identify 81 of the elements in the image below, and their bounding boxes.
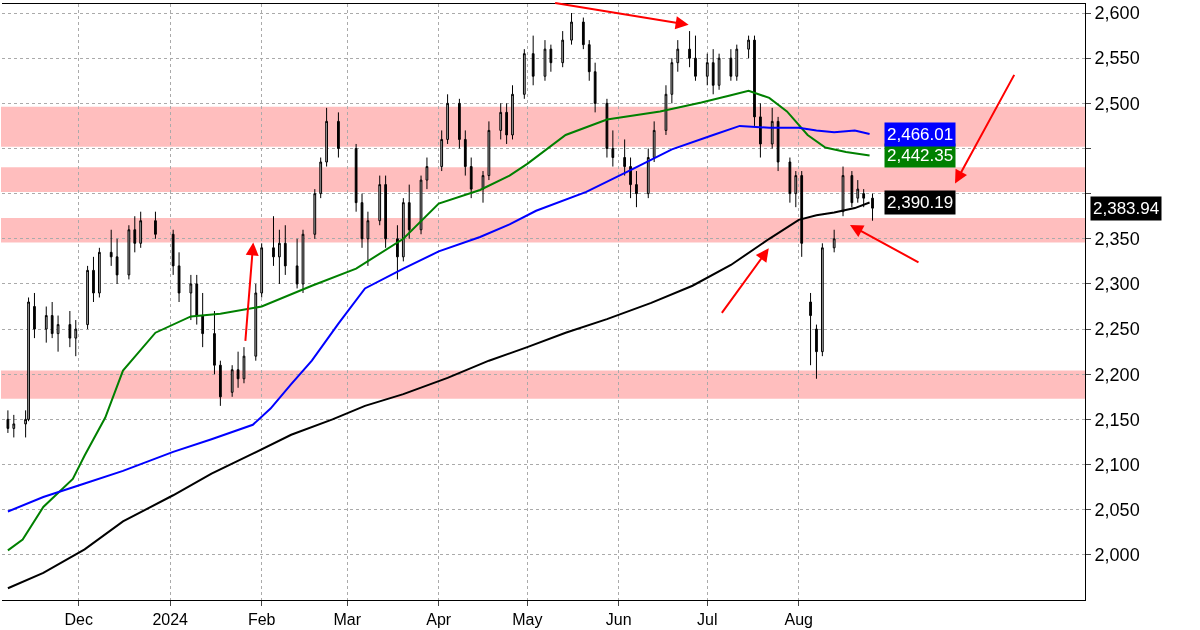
candlestick — [759, 102, 762, 159]
candlestick — [505, 102, 508, 145]
candlestick — [337, 111, 340, 159]
y-tick-label: 2,600 — [1094, 3, 1140, 24]
x-tick-label: Jul — [697, 611, 718, 629]
candlestick — [711, 48, 715, 95]
candlestick — [384, 175, 387, 249]
candlestick — [549, 44, 553, 73]
candlestick — [401, 197, 405, 262]
candlestick — [605, 98, 609, 159]
data-label: 2,442.35 — [887, 146, 954, 165]
x-tick-label: Feb — [247, 611, 276, 629]
candlestick — [195, 274, 199, 326]
x-tick-label: Dec — [64, 611, 93, 629]
candlestick — [295, 238, 299, 289]
candlestick — [98, 247, 101, 298]
candlestick — [809, 292, 812, 366]
candlestick — [33, 292, 36, 339]
candlestick — [301, 229, 305, 294]
candlestick — [629, 157, 632, 199]
x-tick-label: May — [512, 611, 543, 629]
candlestick — [213, 310, 216, 375]
data-label: 2,390.19 — [887, 193, 954, 212]
x-tick-label: 2024 — [152, 611, 189, 629]
candlestick — [272, 215, 275, 267]
candlestick — [753, 35, 756, 127]
y-tick-label: 2,300 — [1094, 274, 1140, 295]
candlestick — [115, 238, 119, 285]
candlestick — [425, 157, 429, 190]
candlestick — [218, 360, 222, 407]
y-tick-label: 2,000 — [1094, 545, 1140, 566]
candlestick — [463, 129, 467, 177]
x-tick-label: Mar — [333, 611, 362, 629]
candlestick — [593, 62, 597, 113]
candlestick — [354, 143, 358, 213]
text: 2,383.94 — [1093, 199, 1160, 218]
candlestick — [50, 301, 54, 339]
candlestick — [729, 48, 733, 82]
y-tick-label: 2,050 — [1094, 500, 1140, 520]
candlestick — [531, 35, 535, 86]
y-tick-label: 2,200 — [1094, 364, 1140, 385]
x-tick-label: Jun — [605, 611, 632, 629]
candlestick — [242, 346, 246, 384]
y-tick-label: 2,250 — [1094, 319, 1140, 340]
candlestick — [815, 324, 818, 380]
candlestick — [581, 17, 585, 50]
candlestick — [133, 215, 137, 253]
candlestick — [68, 310, 72, 348]
candlestick — [407, 184, 411, 240]
candlestick — [611, 129, 615, 168]
candlestick — [154, 211, 157, 240]
data-label: 2,466.01 — [887, 125, 954, 144]
y-tick-label: 2,350 — [1094, 229, 1140, 250]
candlestick — [177, 251, 181, 303]
candlestick — [788, 157, 792, 204]
candlestick — [688, 30, 691, 68]
y-tick-label: 2,150 — [1094, 409, 1140, 430]
candlestick — [6, 409, 10, 434]
candlestick — [635, 170, 638, 208]
candlestick — [283, 224, 287, 276]
candlestick — [458, 98, 461, 149]
line-series — [6, 124, 871, 513]
candlestick — [587, 39, 591, 82]
y-tick-label: 2,550 — [1094, 48, 1140, 69]
candlestick — [92, 256, 95, 303]
candlestick — [776, 116, 780, 172]
line-series — [6, 89, 871, 552]
candlestick — [171, 229, 175, 276]
candlestick — [236, 351, 240, 389]
candlestick — [396, 224, 399, 280]
candlestick — [201, 292, 205, 348]
y-tick-label: 2,100 — [1094, 454, 1140, 475]
candlestick — [446, 93, 449, 145]
y-tick-label: 2,500 — [1094, 93, 1140, 114]
candlestick — [469, 157, 473, 199]
x-tick-label: Apr — [426, 611, 452, 629]
candlestick — [360, 193, 364, 249]
x-tick-label: Aug — [784, 611, 813, 629]
candlestick — [694, 35, 697, 82]
candlestick — [109, 229, 113, 267]
candlestick — [623, 138, 627, 177]
